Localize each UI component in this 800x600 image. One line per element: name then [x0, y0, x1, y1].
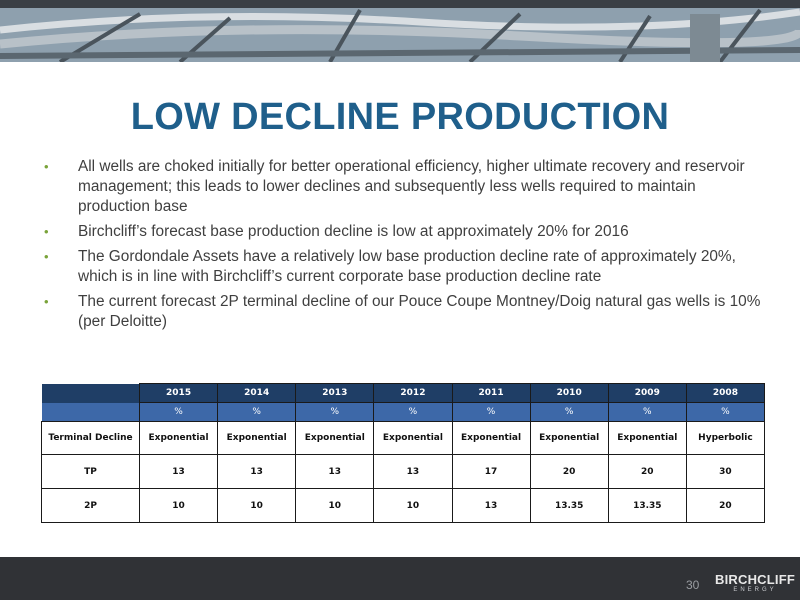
table-cell: Exponential: [138, 421, 219, 455]
table-corner-cell: [41, 402, 140, 422]
table-row: Terminal Decline Exponential Exponential…: [41, 421, 766, 455]
bullet-text: All wells are choked initially for bette…: [78, 158, 745, 215]
table-cell: Exponential: [529, 421, 609, 455]
header-photo-banner: [0, 0, 800, 62]
table-cell: Exponential: [295, 421, 375, 455]
year-header: 2013: [295, 383, 375, 403]
table-cell: 13: [138, 454, 219, 489]
unit-header: %: [217, 402, 297, 422]
row-label: 2P: [41, 488, 140, 523]
table-cell: 13: [295, 454, 375, 489]
year-header: 2010: [529, 383, 609, 403]
table-row: TP 13 13 13 13 17 20 20 30: [41, 454, 766, 489]
table-row: 2P 10 10 10 10 13 13.35 13.35 20: [41, 488, 766, 523]
table-header-units-row: % % % % % % % %: [41, 402, 766, 422]
year-header: 2009: [607, 383, 687, 403]
table-cell: 20: [607, 454, 687, 489]
table-cell: 10: [138, 488, 219, 523]
year-header: 2012: [373, 383, 453, 403]
table-cell: 13.35: [529, 488, 609, 523]
unit-header: %: [607, 402, 687, 422]
bullet-item: • Birchcliff’s forecast base production d…: [44, 222, 764, 242]
table-cell: Exponential: [451, 421, 531, 455]
row-label: Terminal Decline: [41, 421, 140, 455]
table-header-years-row: 2015 2014 2013 2012 2011 2010 2009 2008: [41, 383, 766, 403]
company-logo: BIRCHCLIFF ENERGY: [713, 572, 797, 596]
bullet-text: The current forecast 2P terminal decline…: [78, 293, 761, 330]
row-label: TP: [41, 454, 140, 489]
table-cell: Exponential: [607, 421, 687, 455]
year-header: 2008: [685, 383, 766, 403]
year-header: 2015: [138, 383, 219, 403]
table-cell: 13: [373, 454, 453, 489]
unit-header: %: [373, 402, 453, 422]
bullet-marker-icon: •: [44, 249, 49, 264]
bullet-marker-icon: •: [44, 294, 49, 309]
page-number: 30: [686, 578, 700, 592]
bullet-marker-icon: •: [44, 159, 49, 174]
unit-header: %: [451, 402, 531, 422]
table-cell: 13: [217, 454, 297, 489]
year-header: 2014: [217, 383, 297, 403]
unit-header: %: [138, 402, 219, 422]
logo-wordmark: BIRCHCLIFF: [715, 572, 795, 587]
table-cell: 20: [529, 454, 609, 489]
bullet-marker-icon: •: [44, 224, 49, 239]
unit-header: %: [685, 402, 766, 422]
table-cell: 17: [451, 454, 531, 489]
slide-title: LOW DECLINE PRODUCTION: [130, 96, 670, 138]
industrial-pipes-image: [0, 0, 800, 62]
table-cell: 10: [373, 488, 453, 523]
bullet-list: • All wells are choked initially for bett…: [44, 157, 764, 337]
table-cell: Exponential: [217, 421, 297, 455]
table-cell: 13: [451, 488, 531, 523]
table-cell: Exponential: [373, 421, 453, 455]
unit-header: %: [295, 402, 375, 422]
logo-subtext: ENERGY: [733, 587, 777, 593]
footer-band: [0, 557, 800, 600]
bullet-text: Birchcliff’s forecast base production de…: [78, 223, 629, 240]
table-corner-cell: [41, 383, 140, 403]
bullet-item: • All wells are choked initially for bett…: [44, 157, 764, 217]
bullet-item: • The current forecast 2P terminal declin…: [44, 292, 764, 332]
decline-rate-table: 2015 2014 2013 2012 2011 2010 2009 2008 …: [41, 383, 766, 523]
bullet-text: The Gordondale Assets have a relatively …: [78, 248, 736, 285]
table-cell: 30: [685, 454, 766, 489]
table-cell: 10: [295, 488, 375, 523]
unit-header: %: [529, 402, 609, 422]
bullet-item: • The Gordondale Assets have a relatively…: [44, 247, 764, 287]
year-header: 2011: [451, 383, 531, 403]
table-cell: 20: [685, 488, 766, 523]
table-cell: Hyperbolic: [685, 421, 766, 455]
table-cell: 10: [217, 488, 297, 523]
table-cell: 13.35: [607, 488, 687, 523]
